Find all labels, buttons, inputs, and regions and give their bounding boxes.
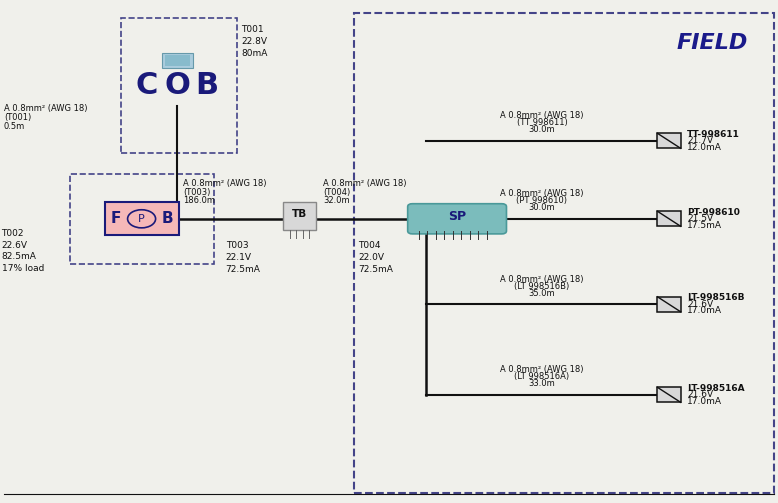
- Bar: [657, 211, 681, 226]
- Text: C: C: [135, 71, 157, 100]
- Text: A 0.8mm² (AWG 18): A 0.8mm² (AWG 18): [183, 179, 266, 188]
- Text: 35.0m: 35.0m: [528, 289, 555, 298]
- Bar: [104, 203, 178, 235]
- Text: A 0.8mm² (AWG 18): A 0.8mm² (AWG 18): [4, 104, 87, 113]
- Text: 17.5mA: 17.5mA: [687, 221, 722, 230]
- Text: A 0.8mm² (AWG 18): A 0.8mm² (AWG 18): [500, 111, 584, 120]
- Text: (LT 998516B): (LT 998516B): [514, 282, 569, 291]
- Bar: [657, 387, 681, 402]
- Text: LT-998516A: LT-998516A: [687, 384, 745, 393]
- Text: 32.0m: 32.0m: [323, 196, 349, 205]
- Bar: [657, 297, 681, 312]
- Text: 30.0m: 30.0m: [528, 203, 555, 212]
- Text: SP: SP: [448, 210, 466, 223]
- Text: (TT 998611): (TT 998611): [517, 118, 567, 127]
- Bar: [657, 133, 681, 148]
- Text: 21.6V: 21.6V: [687, 300, 713, 309]
- Text: 33.0m: 33.0m: [528, 379, 555, 388]
- Text: B: B: [162, 211, 173, 226]
- Text: 17.0mA: 17.0mA: [687, 306, 722, 315]
- Text: 30.0m: 30.0m: [528, 125, 555, 134]
- Text: PT-998610: PT-998610: [687, 208, 740, 217]
- Text: P: P: [138, 214, 145, 224]
- Text: T004
22.0V
72.5mA: T004 22.0V 72.5mA: [358, 241, 393, 274]
- Bar: [162, 53, 193, 68]
- Text: A 0.8mm² (AWG 18): A 0.8mm² (AWG 18): [500, 365, 584, 374]
- Bar: [165, 55, 190, 66]
- Text: 17.0mA: 17.0mA: [687, 397, 722, 406]
- Bar: [283, 203, 316, 230]
- FancyBboxPatch shape: [408, 204, 506, 234]
- Text: FIELD: FIELD: [676, 33, 748, 53]
- Text: (T003): (T003): [183, 188, 210, 197]
- Text: F: F: [110, 211, 121, 226]
- Text: 21.6V: 21.6V: [687, 390, 713, 399]
- Text: (T004): (T004): [323, 188, 350, 197]
- Text: 12.0mA: 12.0mA: [687, 143, 722, 152]
- Text: 21.7V: 21.7V: [687, 136, 713, 145]
- Text: 186.0m: 186.0m: [183, 196, 215, 205]
- Text: T003
22.1V
72.5mA: T003 22.1V 72.5mA: [226, 241, 261, 274]
- Text: B: B: [195, 71, 219, 100]
- Text: A 0.8mm² (AWG 18): A 0.8mm² (AWG 18): [500, 275, 584, 284]
- Text: 21.5V: 21.5V: [687, 214, 713, 223]
- Text: A 0.8mm² (AWG 18): A 0.8mm² (AWG 18): [323, 179, 406, 188]
- Text: (LT 998516A): (LT 998516A): [514, 372, 569, 381]
- Text: (T001): (T001): [4, 113, 31, 122]
- Text: TT-998611: TT-998611: [687, 130, 740, 139]
- Text: O: O: [164, 71, 191, 100]
- Text: T002
22.6V
82.5mA
17% load: T002 22.6V 82.5mA 17% load: [2, 229, 44, 273]
- Text: 0.5m: 0.5m: [4, 122, 25, 131]
- Text: (PT 998610): (PT 998610): [517, 196, 567, 205]
- Text: LT-998516B: LT-998516B: [687, 293, 745, 302]
- Text: A 0.8mm² (AWG 18): A 0.8mm² (AWG 18): [500, 189, 584, 198]
- Text: TB: TB: [292, 209, 307, 219]
- Text: T001
22.8V
80mA: T001 22.8V 80mA: [241, 25, 268, 58]
